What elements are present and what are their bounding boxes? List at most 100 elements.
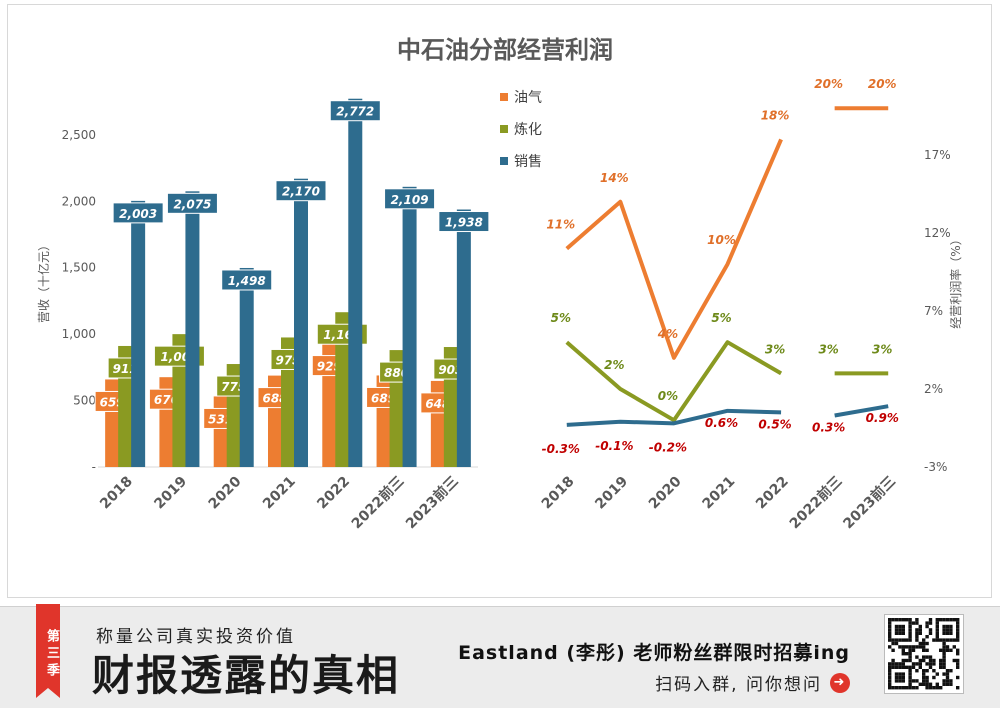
qr-module — [942, 645, 946, 649]
qr-module — [935, 638, 939, 642]
qr-module — [908, 665, 912, 669]
qr-module — [908, 631, 912, 635]
bar-data-label-box — [112, 202, 164, 224]
line-y-tick-label: 17% — [924, 148, 951, 162]
qr-module — [945, 618, 950, 622]
qr-module — [891, 662, 895, 666]
qr-module — [945, 628, 950, 632]
qr-module — [901, 638, 905, 642]
qr-module — [918, 658, 922, 663]
qr-module — [908, 618, 912, 622]
qr-module — [915, 631, 919, 635]
qr-module — [918, 665, 922, 669]
bar-data-label: 2,772 — [336, 105, 374, 119]
qr-module — [935, 618, 939, 622]
qr-module — [942, 652, 946, 656]
qr-module — [888, 682, 892, 686]
line-x-tick-label: 2019 — [592, 474, 631, 513]
line-y-tick-label: -3% — [924, 460, 947, 474]
qr-module — [905, 645, 909, 649]
qr-module — [901, 631, 905, 635]
qr-module — [908, 638, 912, 642]
qr-module — [894, 631, 899, 635]
bar-2-6 — [456, 209, 471, 467]
line-y-tick-label: 2% — [924, 382, 943, 396]
chart-figure: 中石油分部经营利润 - 500 1,000 1,500 2,000 2,500 营收（十亿元… — [36, 36, 963, 532]
qr-module — [925, 648, 929, 652]
line-x-tick-label: 2020 — [646, 473, 685, 512]
banner-recruit-text: Eastland (李彤) 老师粉丝群限时招募ing — [458, 642, 850, 664]
qr-module — [908, 655, 912, 659]
line-x-tick-label: 2021 — [699, 474, 738, 513]
qr-module — [908, 679, 912, 683]
line-series-2 — [834, 404, 889, 418]
line-data-label: 2% — [604, 358, 624, 372]
legend-swatch — [500, 125, 508, 133]
bar-data-label-box — [275, 180, 327, 202]
qr-module — [949, 631, 953, 635]
qr-code-icon[interactable] — [884, 614, 964, 694]
bar-y-axis-title: 营收（十亿元） — [36, 239, 51, 323]
bar-2-0 — [131, 200, 146, 467]
qr-module — [956, 621, 960, 625]
qr-module — [945, 669, 950, 673]
qr-module — [942, 624, 946, 629]
qr-module — [888, 635, 892, 639]
qr-module — [956, 658, 960, 663]
qr-module — [908, 628, 912, 632]
qr-module — [891, 686, 895, 690]
qr-module — [932, 658, 936, 663]
qr-module — [888, 672, 892, 676]
qr-module — [956, 686, 960, 690]
qr-module — [911, 648, 916, 652]
qr-module — [894, 686, 899, 690]
qr-module — [898, 628, 902, 632]
qr-module — [922, 669, 926, 673]
qr-module — [888, 624, 892, 629]
bar-2-4 — [348, 98, 363, 467]
qr-module — [956, 628, 960, 632]
banner-cta[interactable]: 扫码入群, 问你想问 ➜ — [655, 670, 850, 695]
qr-module — [888, 645, 892, 649]
qr-module — [956, 638, 960, 642]
qr-module — [922, 672, 926, 676]
qr-module — [945, 638, 950, 642]
qr-module — [945, 672, 950, 676]
qr-module — [956, 662, 960, 666]
qr-module — [949, 638, 953, 642]
qr-module — [939, 686, 943, 690]
qr-module — [894, 665, 899, 669]
bar-data-label-box — [221, 269, 273, 291]
line-data-label: 3% — [818, 342, 838, 356]
qr-module — [918, 641, 922, 646]
bar-data-label: 1,498 — [228, 274, 266, 288]
chart-title: 中石油分部经营利润 — [397, 36, 613, 64]
qr-module — [901, 658, 905, 663]
line-data-label: -0.3% — [542, 442, 580, 456]
legend-swatch — [500, 93, 508, 101]
qr-module — [939, 648, 943, 652]
qr-module — [925, 655, 929, 659]
qr-module — [888, 669, 892, 673]
qr-module — [888, 679, 892, 683]
qr-module — [915, 679, 919, 683]
qr-module — [888, 665, 892, 669]
qr-module — [905, 665, 909, 669]
qr-module — [905, 658, 909, 663]
qr-module — [898, 662, 902, 666]
qr-module — [928, 686, 933, 690]
qr-module — [942, 655, 946, 659]
banner-cta-label: 扫码入群, 问你想问 — [655, 675, 822, 695]
qr-module — [908, 621, 912, 625]
line-series-2 — [566, 408, 782, 427]
qr-module — [922, 675, 926, 680]
qr-module — [942, 618, 946, 622]
qr-module — [901, 686, 905, 690]
bar-y-tick-label: - — [92, 460, 96, 474]
line-data-label: 3% — [765, 342, 785, 356]
qr-module — [898, 686, 902, 690]
qr-module — [888, 618, 892, 622]
line-data-label: 11% — [546, 218, 575, 232]
qr-module — [922, 645, 926, 649]
qr-module — [928, 621, 933, 625]
